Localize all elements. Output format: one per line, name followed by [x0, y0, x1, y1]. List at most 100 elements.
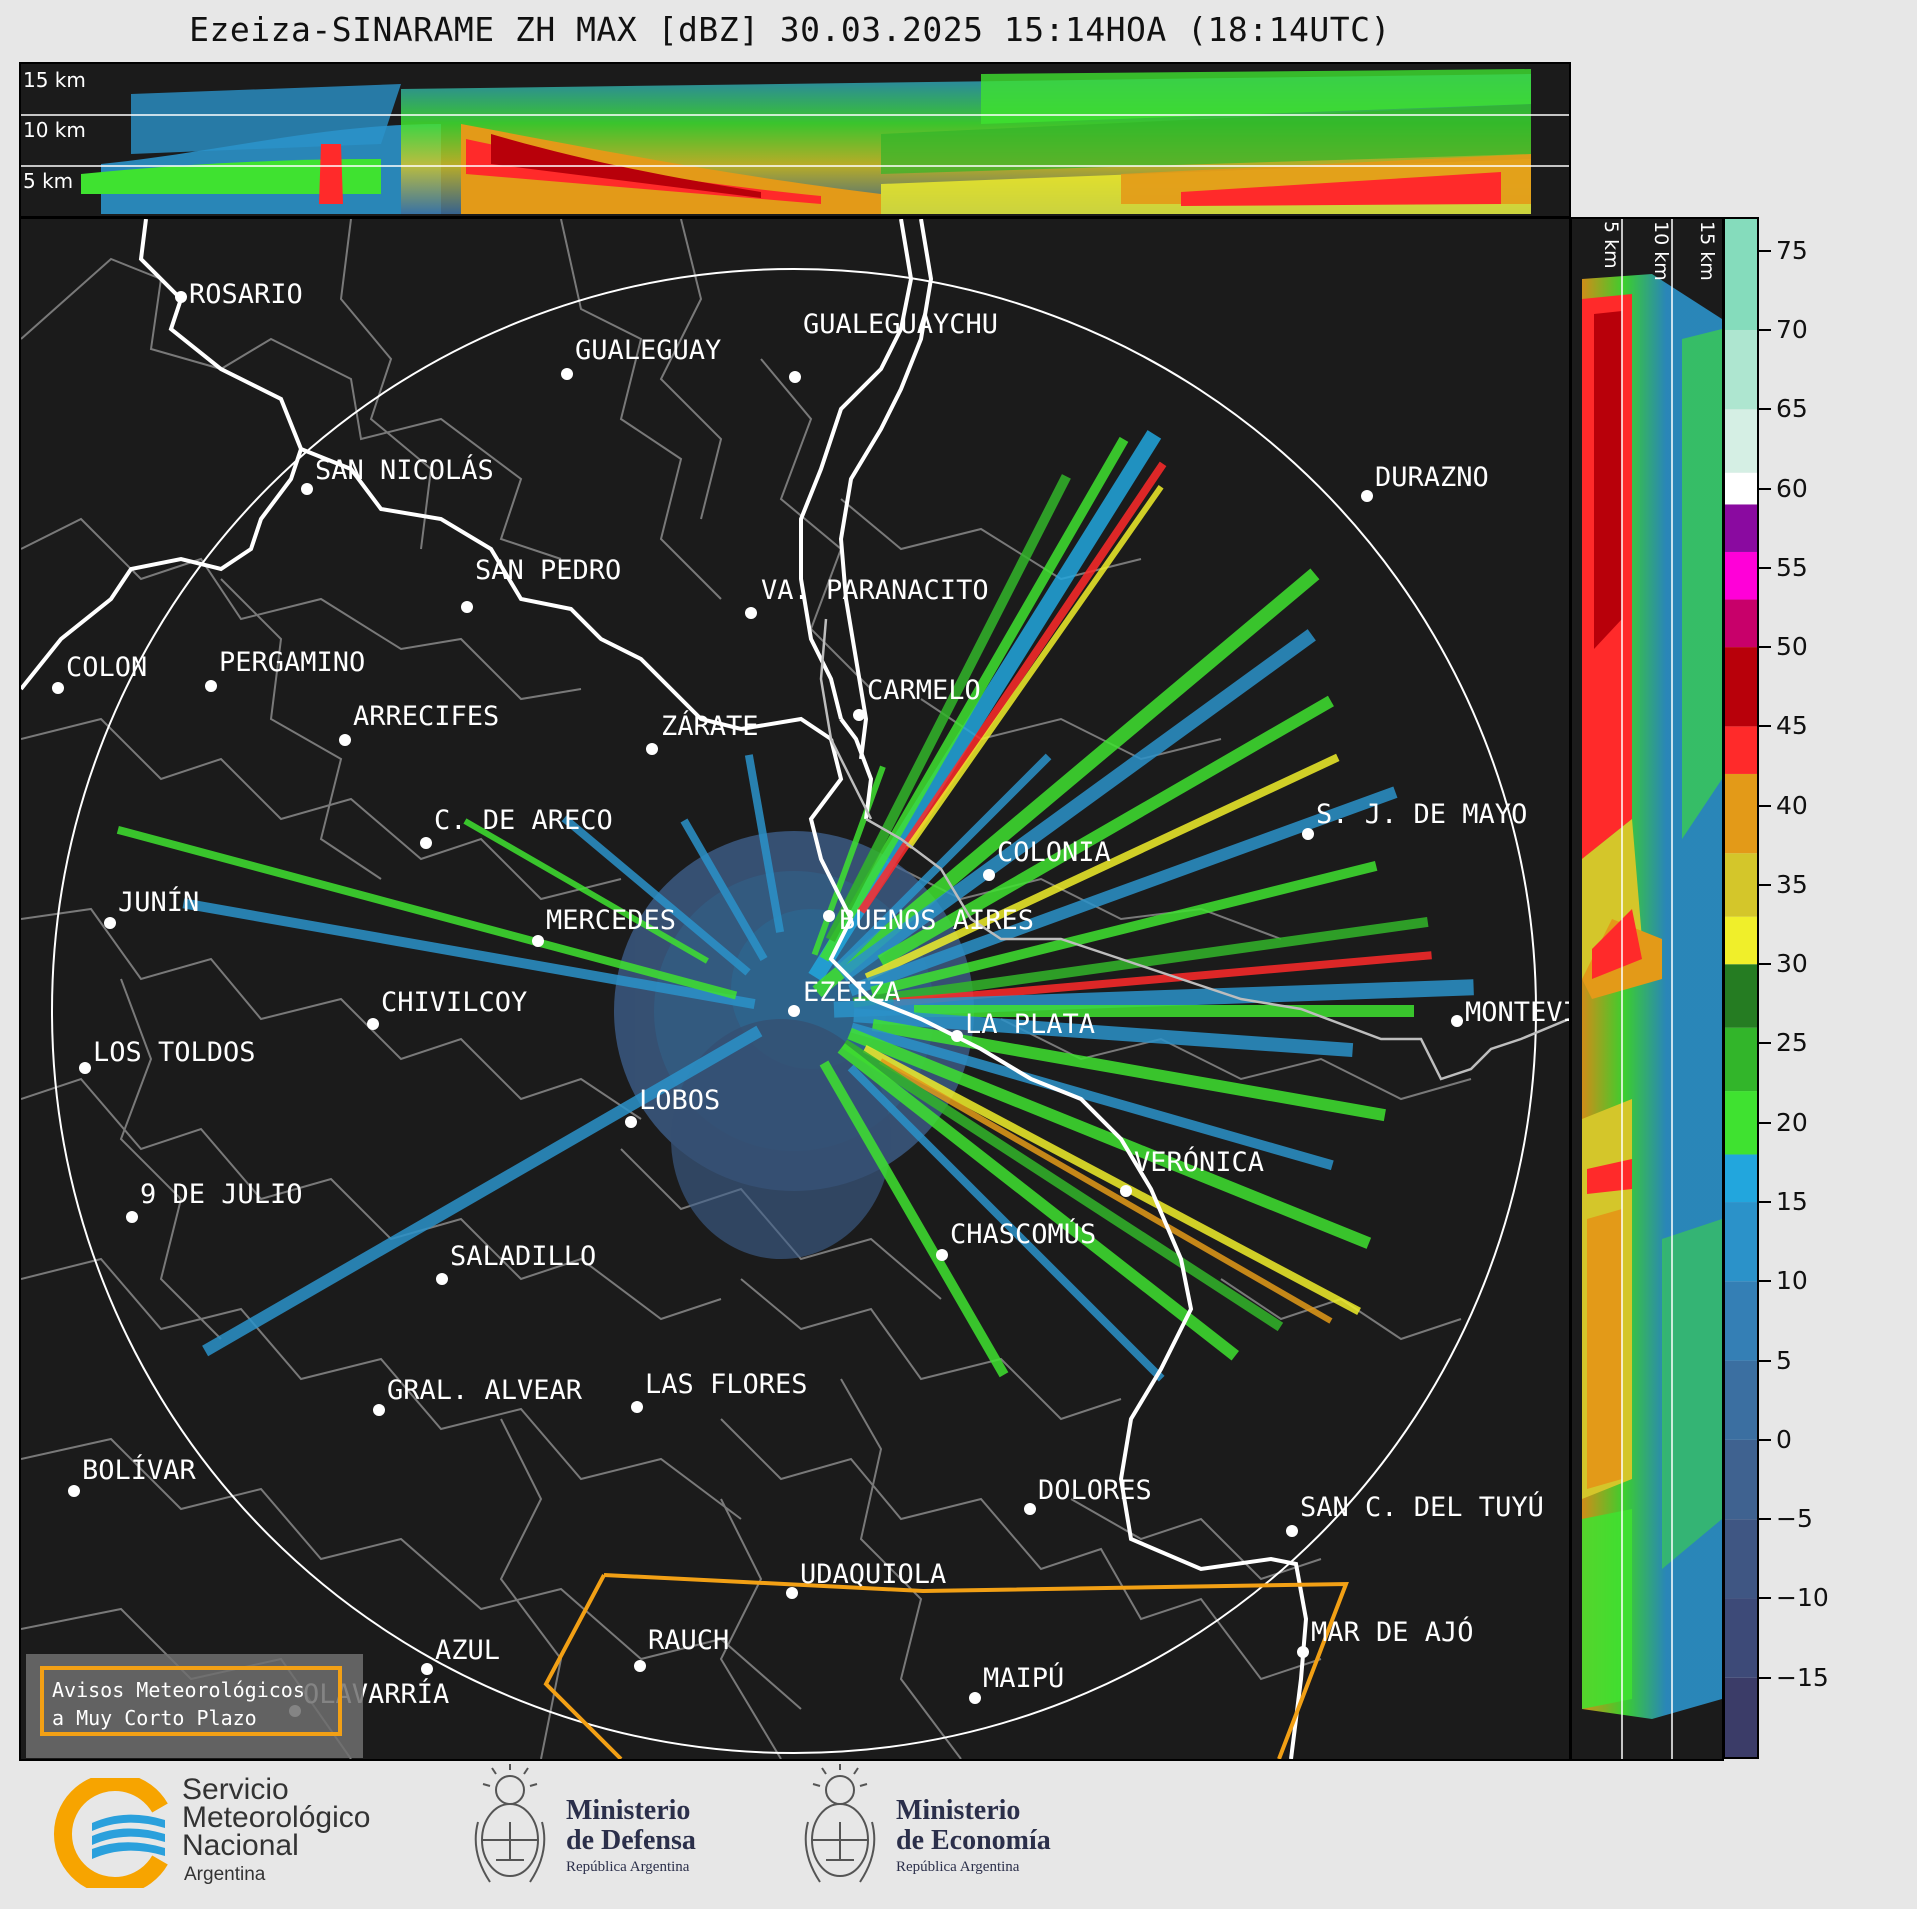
defensa-line-2: de Defensa — [566, 1825, 696, 1856]
reflectivity-beam — [811, 765, 886, 956]
city-label: PERGAMINO — [219, 647, 366, 678]
colorbar-segment — [1725, 472, 1757, 505]
reflectivity-beam — [906, 485, 1164, 849]
colorbar-tick — [1759, 646, 1771, 649]
colorbar-tick — [1759, 249, 1771, 252]
chart-title: Ezeiza-SINARAME ZH MAX [dBZ] 30.03.2025 … — [189, 10, 1391, 49]
city-label: 9 DE JULIO — [140, 1179, 303, 1210]
reflectivity-beam — [841, 1039, 1284, 1332]
colorbar-tick-label: 45 — [1776, 711, 1808, 741]
city-label: ZÁRATE — [661, 711, 759, 742]
reflectivity-beam — [864, 753, 1340, 981]
colorbar-tick-label: 65 — [1776, 394, 1808, 424]
city-label: ARRECIFES — [353, 701, 500, 732]
city-label: JUNÍN — [118, 887, 200, 918]
city-marker — [1024, 1503, 1036, 1515]
colorbar-tick — [1759, 408, 1771, 411]
colorbar-tick — [1759, 1042, 1771, 1045]
city-marker — [951, 1030, 963, 1042]
city-label: GUALEGUAYCHU — [803, 309, 999, 340]
reflectivity-beam — [182, 898, 756, 1009]
city-marker — [1361, 490, 1373, 502]
top-cross-section-svg — [21, 69, 1569, 214]
city-label: RAUCH — [648, 1625, 730, 1656]
city-label: SAN C. DEL TUYÚ — [1300, 1492, 1544, 1523]
reflectivity-beams — [116, 430, 1474, 1382]
colorbar-segment — [1725, 1027, 1757, 1092]
colorbar-tick-label: −10 — [1776, 1583, 1829, 1613]
colorbar-tick — [1759, 804, 1771, 807]
colorbar-tick-label: 70 — [1776, 314, 1808, 344]
reflectivity-beam — [862, 1045, 1361, 1315]
colorbar-segment — [1725, 773, 1757, 854]
warning-legend-frame[interactable]: Avisos Meteorológicos a Muy Corto Plazo — [40, 1666, 342, 1736]
colorbar-tick — [1759, 566, 1771, 569]
city-marker — [461, 601, 473, 613]
city-label: MERCEDES — [546, 905, 677, 936]
economia-logo-text: Ministerio de Economía República Argenti… — [896, 1796, 1051, 1878]
colorbar-tick — [1759, 1597, 1771, 1600]
side-cross-section-panel: 5 km 10 km 15 km — [1570, 217, 1724, 1761]
colorbar-tick-label: 60 — [1776, 473, 1808, 503]
city-marker — [634, 1660, 646, 1672]
reflectivity-beam — [847, 1027, 1372, 1249]
city-marker — [421, 1663, 433, 1675]
reflectivity-beam — [850, 1022, 1334, 1171]
colorbar-segment — [1725, 964, 1757, 1028]
city-label: SALADILLO — [450, 1241, 597, 1272]
smn-line-3: Nacional — [182, 1829, 299, 1862]
colorbar-tick-label: 25 — [1776, 1028, 1808, 1058]
colorbar-tick — [1759, 487, 1771, 490]
city-label: S. J. DE MAYO — [1316, 799, 1528, 830]
city-label: VERÓNICA — [1134, 1147, 1265, 1178]
economia-line-2: de Economía — [896, 1825, 1051, 1856]
colorbar-segment — [1725, 504, 1757, 552]
warning-line-1: Avisos Meteorológicos — [52, 1678, 305, 1702]
warning-legend-box[interactable]: Avisos Meteorológicos a Muy Corto Plazo — [26, 1654, 363, 1758]
city-marker — [936, 1249, 948, 1261]
city-label: EZEIZA — [803, 977, 901, 1008]
colorbar-tick-label: 15 — [1776, 1187, 1808, 1217]
colorbar-tick-label: 30 — [1776, 949, 1808, 979]
colorbar-segment — [1725, 1439, 1757, 1520]
city-marker — [79, 1062, 91, 1074]
city-marker — [301, 483, 313, 495]
reflectivity-beam — [744, 754, 785, 933]
reflectivity-beam — [877, 695, 1334, 967]
city-label: UDAQUIOLA — [800, 1559, 947, 1590]
city-marker — [561, 368, 573, 380]
city-label: GRAL. ALVEAR — [387, 1375, 583, 1406]
city-marker — [68, 1485, 80, 1497]
city-marker — [367, 1018, 379, 1030]
colorbar-segment — [1725, 853, 1757, 917]
reflectivity-beam — [833, 753, 1052, 972]
colorbar-tick-label: 55 — [1776, 552, 1808, 582]
colorbar-tick — [1759, 1359, 1771, 1362]
city-marker — [983, 869, 995, 881]
uruguay-coast — [819, 618, 1569, 1081]
smn-line-4: Argentina — [184, 1864, 266, 1885]
colorbar-tick-label: 40 — [1776, 790, 1808, 820]
colorbar-tick — [1759, 1518, 1771, 1521]
reflectivity-beam — [837, 1043, 1239, 1361]
defensa-line-1: Ministerio — [566, 1795, 691, 1826]
colorbar-segment — [1725, 726, 1757, 774]
radar-range-ring — [51, 268, 1537, 1754]
colorbar-segment — [1725, 1677, 1757, 1757]
top-height-label-15km: 15 km — [23, 68, 86, 92]
city-label: AZUL — [435, 1635, 501, 1666]
radar-map-svg[interactable] — [21, 219, 1569, 1759]
defensa-line-3: República Argentina — [566, 1859, 690, 1875]
dbz-colorbar — [1723, 217, 1759, 1759]
city-label: ROSARIO — [189, 279, 303, 310]
reflectivity-beam — [848, 786, 1398, 997]
city-label: CARMELO — [867, 675, 981, 706]
colorbar-tick — [1759, 725, 1771, 728]
reflectivity-beam — [463, 818, 709, 964]
colorbar-tick-label: 50 — [1776, 632, 1808, 662]
city-label: DOLORES — [1038, 1475, 1152, 1506]
colorbar-segment — [1725, 599, 1757, 648]
side-cross-section-svg — [1582, 219, 1722, 1759]
city-label: LAS FLORES — [645, 1369, 808, 1400]
radar-map-panel[interactable]: ROSARIO GUALEGUAYCHU GUALEGUAY SAN NICOLÁS D… — [19, 217, 1571, 1761]
